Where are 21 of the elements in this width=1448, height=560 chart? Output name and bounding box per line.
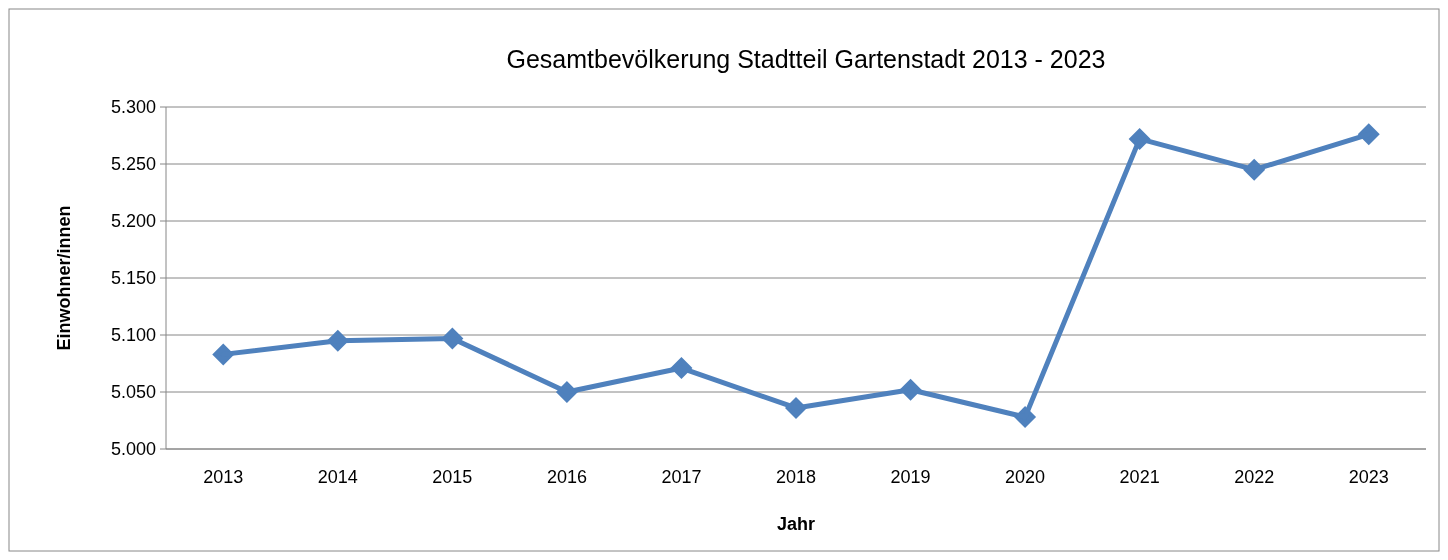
y-tick-label: 5.150 [110,268,156,289]
y-tick-label: 5.000 [110,439,156,460]
chart-title: Gesamtbevölkerung Stadtteil Gartenstadt 2013 - 2023 [506,45,1106,73]
x-tick-label: 2013 [203,467,244,487]
x-tick-label: 2023 [1348,467,1389,487]
y-tick-label: 5.100 [110,325,156,346]
y-tick-label: 5.300 [110,97,156,118]
x-tick-label: 2021 [1119,467,1160,487]
x-tick-label: 2022 [1234,467,1275,487]
x-tick-label: 2020 [1005,467,1046,487]
y-tick-label: 5.200 [110,211,156,232]
y-axis-title: Einwohner/innen [54,205,74,351]
x-axis-title: Jahr [776,514,816,534]
x-tick-label: 2017 [661,467,702,487]
y-tick-label: 5.250 [110,154,156,175]
x-tick-label: 2016 [546,467,587,487]
x-tick-label: 2015 [432,467,473,487]
x-tick-label: 2018 [775,467,817,487]
y-tick-label: 5.050 [110,382,156,403]
x-tick-label: 2019 [890,467,931,487]
x-tick-label: 2014 [317,467,358,487]
